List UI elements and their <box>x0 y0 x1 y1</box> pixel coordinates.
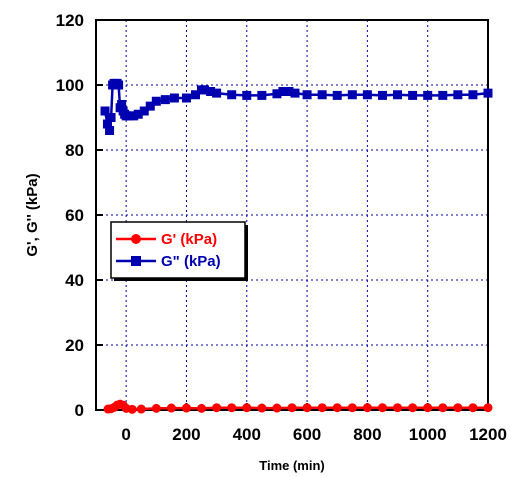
data-point <box>438 403 448 413</box>
data-point <box>166 403 176 413</box>
data-point <box>102 119 112 129</box>
y-tick-label: 40 <box>65 271 84 290</box>
x-tick-label: 400 <box>233 425 261 444</box>
data-point <box>287 403 297 413</box>
data-point <box>212 403 222 413</box>
data-point <box>227 90 237 100</box>
data-point <box>362 403 372 413</box>
x-tick-label: 800 <box>353 425 381 444</box>
data-point <box>332 90 342 100</box>
data-point <box>438 90 448 100</box>
data-point <box>468 90 478 100</box>
x-tick-label: 600 <box>293 425 321 444</box>
y-tick-label: 120 <box>56 11 84 30</box>
data-point <box>408 403 418 413</box>
data-point <box>151 403 161 413</box>
data-point <box>106 113 116 122</box>
data-point <box>129 111 139 121</box>
legend: G' (kPa) G" (kPa) <box>110 221 248 281</box>
data-point <box>212 88 222 98</box>
data-point <box>117 100 127 109</box>
data-point <box>393 90 403 100</box>
y-tick-label: 80 <box>65 141 84 160</box>
data-point <box>139 106 149 116</box>
data-point <box>483 403 493 413</box>
data-point <box>423 90 433 100</box>
data-series <box>100 78 493 414</box>
data-point <box>272 89 282 99</box>
data-point <box>347 403 357 413</box>
data-point <box>197 403 207 413</box>
y-tick-label: 20 <box>65 336 84 355</box>
data-point <box>242 403 252 413</box>
data-point <box>332 403 342 413</box>
legend-marker <box>131 234 141 244</box>
data-point <box>278 87 288 96</box>
data-point <box>302 90 312 100</box>
data-point <box>453 403 463 413</box>
series-1 <box>103 399 493 414</box>
data-point <box>423 403 433 413</box>
series-2 <box>100 78 493 135</box>
data-point <box>453 90 463 100</box>
x-tick-label: 200 <box>172 425 200 444</box>
data-point <box>468 403 478 413</box>
data-point <box>393 403 403 413</box>
y-tick-label: 0 <box>75 401 84 420</box>
data-point <box>408 90 418 100</box>
data-point <box>181 403 191 413</box>
grid <box>96 19 489 411</box>
data-point <box>257 90 267 100</box>
data-point <box>242 90 252 100</box>
data-point <box>362 90 372 100</box>
legend-marker <box>131 256 141 266</box>
data-point <box>136 404 146 414</box>
data-point <box>105 126 115 135</box>
data-point <box>317 403 327 413</box>
data-point <box>377 90 387 100</box>
data-point <box>200 85 210 95</box>
data-point <box>124 111 134 121</box>
data-point <box>127 404 137 414</box>
data-point <box>191 90 201 100</box>
data-point <box>483 88 493 98</box>
y-tick-label: 60 <box>65 206 84 225</box>
data-point <box>160 95 170 105</box>
y-tick-label: 100 <box>56 76 84 95</box>
data-point <box>377 403 387 413</box>
x-tick-label: 0 <box>121 425 130 444</box>
data-point <box>317 90 327 100</box>
data-point <box>257 403 267 413</box>
x-tick-label: 1000 <box>409 425 447 444</box>
data-point <box>227 403 237 413</box>
x-tick-label: 1200 <box>469 425 507 444</box>
data-point <box>100 106 110 116</box>
data-point <box>347 90 357 100</box>
data-point <box>272 403 282 413</box>
data-point <box>290 88 300 98</box>
legend-item: G" (kPa) <box>116 253 221 270</box>
data-point <box>284 87 294 96</box>
data-point <box>151 96 161 106</box>
legend-label: G" (kPa) <box>161 253 221 270</box>
legend-label: G' (kPa) <box>161 231 217 248</box>
data-point <box>169 93 179 103</box>
data-point <box>181 93 191 103</box>
data-point <box>145 101 155 111</box>
legend-box <box>110 221 246 279</box>
data-point <box>302 403 312 413</box>
data-point <box>133 109 143 119</box>
data-point <box>206 87 216 96</box>
legend-item: G' (kPa) <box>116 231 217 248</box>
y-axis-title: G', G'' (kPa) <box>24 173 41 256</box>
data-point <box>114 80 124 90</box>
x-axis-title: Time (min) <box>259 458 325 473</box>
